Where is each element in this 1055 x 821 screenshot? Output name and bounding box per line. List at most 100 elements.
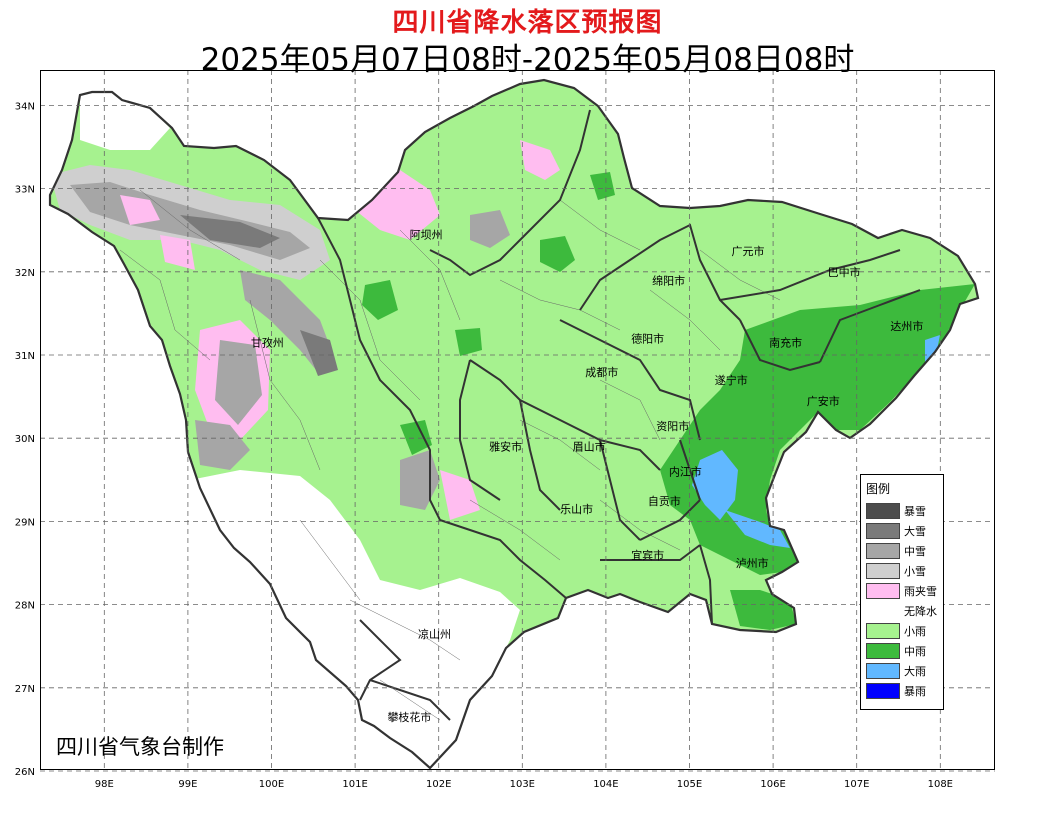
moderate-rain-patch-1 — [540, 236, 575, 272]
lat-tick-label: 27N — [15, 684, 35, 695]
city-label: 遂宁市 — [715, 373, 748, 387]
city-label: 德阳市 — [631, 332, 664, 346]
city-label: 阿坝州 — [410, 228, 443, 242]
city-label: 雅安市 — [489, 440, 522, 454]
moderate-snow-area-west — [215, 340, 262, 425]
heavy-rain-area-neijiang — [692, 450, 738, 520]
city-label: 甘孜州 — [251, 336, 284, 350]
city-label: 内江市 — [669, 465, 702, 479]
legend-swatch — [866, 603, 900, 619]
lat-tick-label: 31N — [15, 351, 35, 362]
legend-label: 大雨 — [904, 665, 926, 678]
city-label: 资阳市 — [656, 419, 689, 433]
legend-title: 图例 — [866, 482, 891, 496]
city-label: 攀枝花市 — [387, 710, 431, 724]
city-label: 泸州市 — [736, 556, 769, 570]
lon-tick-label: 100E — [259, 779, 284, 790]
legend-item: 大雪 — [866, 523, 926, 539]
legend-item: 暴雨 — [866, 683, 926, 699]
sleet-area-ya — [440, 470, 480, 520]
province-outline — [48, 78, 980, 770]
legend-item: 暴雪 — [866, 503, 926, 519]
county-boundaries — [119, 189, 781, 721]
heavy-rain-area-luzhou — [725, 510, 790, 548]
city-label: 成都市 — [585, 365, 618, 379]
legend-label: 暴雨 — [904, 685, 926, 698]
axis-ticks: 98E 99E 100E 101E 102E 103E 104E 105E 106E 107E 10… — [15, 101, 953, 790]
legend-label: 中雨 — [904, 645, 926, 658]
moderate-rain-patch-5 — [590, 172, 615, 200]
legend-label: 大雪 — [904, 525, 926, 538]
legend-swatch — [866, 583, 900, 599]
legend-swatch — [866, 683, 900, 699]
legend-swatch — [866, 503, 900, 519]
lat-tick-label: 34N — [15, 101, 35, 112]
lon-tick-label: 102E — [426, 779, 451, 790]
legend-label: 小雨 — [904, 625, 926, 638]
city-label: 宜宾市 — [631, 548, 664, 562]
sleet-area-aba — [520, 140, 560, 180]
city-label: 凉山州 — [418, 627, 451, 641]
city-label: 广元市 — [732, 244, 765, 258]
legend-label: 雨夹雪 — [904, 585, 937, 598]
lon-tick-label: 99E — [178, 779, 197, 790]
city-label: 达州市 — [890, 319, 923, 333]
sleet-area-2 — [160, 235, 195, 270]
legend-swatch — [866, 663, 900, 679]
city-label: 绵阳市 — [652, 273, 685, 287]
legend-swatch — [866, 563, 900, 579]
lon-tick-label: 108E — [928, 779, 953, 790]
moderate-rain-patch-2 — [362, 280, 398, 320]
legend-item: 无降水 — [866, 603, 937, 619]
legend-swatch — [866, 523, 900, 539]
moderate-rain-area-east — [660, 284, 975, 575]
legend-label: 小雪 — [904, 565, 926, 578]
legend-item: 小雪 — [866, 563, 926, 579]
lon-tick-label: 106E — [760, 779, 785, 790]
moderate-rain-patch-3 — [400, 420, 432, 455]
heavy-rain-area-dazhou — [925, 335, 940, 362]
moderate-snow-area-aba — [470, 210, 510, 248]
graticule — [40, 70, 995, 772]
legend-item: 大雨 — [866, 663, 926, 679]
moderate-snow-area-sw — [195, 420, 250, 470]
prefecture-boundaries — [317, 109, 921, 721]
lat-tick-label: 30N — [15, 434, 35, 445]
lat-tick-label: 32N — [15, 268, 35, 279]
lat-tick-label: 28N — [15, 601, 35, 612]
legend-swatch — [866, 643, 900, 659]
legend-item: 中雨 — [866, 643, 926, 659]
map-subtitle: 2025年05月07日08时-2025年05月08日08时 — [200, 42, 855, 78]
legend-item: 雨夹雪 — [866, 583, 937, 599]
lat-tick-label: 33N — [15, 185, 35, 196]
map-frame — [40, 70, 995, 770]
city-label: 乐山市 — [560, 502, 593, 516]
city-label: 自贡市 — [648, 494, 681, 508]
lon-tick-label: 101E — [342, 779, 367, 790]
credit-text: 四川省气象台制作 — [56, 735, 224, 759]
lon-tick-label: 103E — [510, 779, 535, 790]
lat-tick-label: 29N — [15, 517, 35, 528]
city-label: 南充市 — [769, 336, 802, 350]
moderate-rain-patch-4 — [455, 328, 482, 356]
legend: 图例 暴雪大雪中雪小雪雨夹雪无降水小雨中雨大雨暴雨 — [860, 474, 944, 710]
city-label: 巴中市 — [828, 265, 861, 279]
city-label: 广安市 — [807, 394, 840, 408]
heavy-snow-area-nw — [180, 215, 280, 248]
legend-swatch — [866, 623, 900, 639]
sleet-area-1 — [120, 195, 160, 225]
lon-tick-label: 105E — [677, 779, 702, 790]
legend-item: 小雨 — [866, 623, 926, 639]
legend-label: 暴雪 — [904, 505, 926, 518]
lon-tick-label: 107E — [844, 779, 869, 790]
city-label: 眉山市 — [573, 440, 606, 454]
lon-tick-label: 98E — [95, 779, 114, 790]
legend-label: 无降水 — [904, 605, 937, 618]
legend-swatch — [866, 543, 900, 559]
heavy-snow-band — [300, 330, 338, 376]
lon-tick-label: 104E — [593, 779, 618, 790]
no-precip-area-north — [80, 90, 170, 150]
legend-label: 中雪 — [904, 545, 926, 558]
